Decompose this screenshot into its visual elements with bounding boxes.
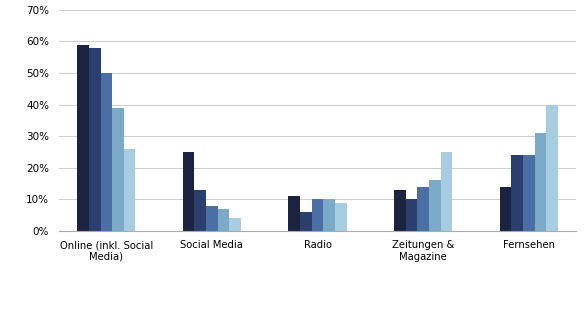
Bar [101,73,112,231]
Bar [417,187,429,231]
Bar [218,209,229,231]
Bar [523,155,534,231]
Legend: 18-24, 25-34, 35-44, 45-54, 55+: 18-24, 25-34, 35-44, 45-54, 55+ [189,329,446,330]
Bar [335,203,346,231]
Bar [546,105,558,231]
Bar [406,199,417,231]
Bar [500,187,512,231]
Bar [534,133,546,231]
Bar [183,152,195,231]
Bar [206,206,218,231]
Bar [195,190,206,231]
Bar [323,199,335,231]
Bar [312,199,323,231]
Bar [112,108,123,231]
Bar [300,212,312,231]
Bar [429,181,440,231]
Bar [123,149,135,231]
Bar [77,45,89,231]
Bar [440,152,452,231]
Bar [289,196,300,231]
Bar [394,190,406,231]
Bar [512,155,523,231]
Bar [89,48,101,231]
Bar [229,218,241,231]
